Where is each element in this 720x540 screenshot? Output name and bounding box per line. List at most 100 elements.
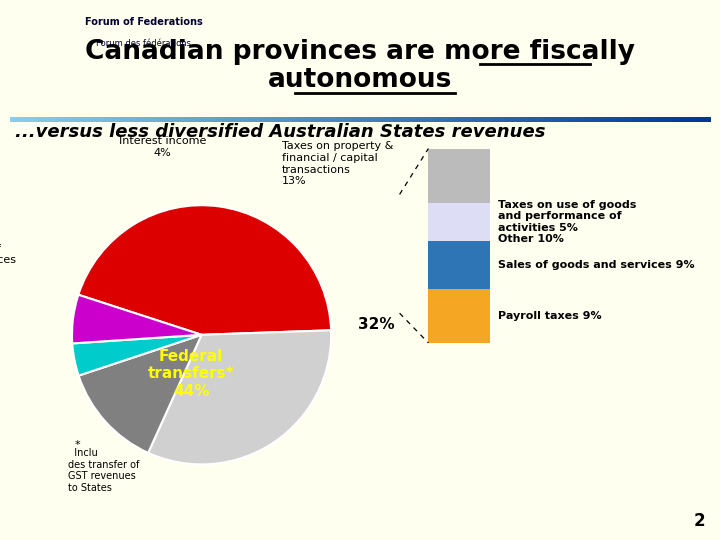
Bar bbox=[325, 117, 330, 122]
Bar bbox=[640, 117, 644, 122]
Bar bbox=[290, 117, 294, 122]
Bar bbox=[402, 117, 407, 122]
Bar bbox=[31, 117, 35, 122]
Text: 2: 2 bbox=[693, 512, 705, 530]
Bar bbox=[535, 117, 539, 122]
Bar bbox=[668, 117, 672, 122]
Bar bbox=[409, 117, 413, 122]
Bar bbox=[122, 117, 127, 122]
Bar bbox=[171, 117, 176, 122]
Bar bbox=[251, 117, 256, 122]
Bar bbox=[388, 117, 392, 122]
Bar bbox=[115, 117, 120, 122]
Bar bbox=[441, 117, 445, 122]
Bar bbox=[497, 117, 501, 122]
Bar bbox=[451, 117, 456, 122]
Bar bbox=[360, 117, 364, 122]
Bar bbox=[689, 117, 693, 122]
Bar bbox=[584, 117, 588, 122]
Bar bbox=[518, 117, 522, 122]
Bar bbox=[199, 117, 204, 122]
Bar bbox=[94, 117, 99, 122]
Bar bbox=[626, 117, 631, 122]
Bar bbox=[76, 117, 81, 122]
Bar bbox=[245, 117, 249, 122]
Bar bbox=[66, 117, 71, 122]
Bar bbox=[269, 117, 274, 122]
Bar bbox=[17, 117, 22, 122]
Bar bbox=[234, 117, 238, 122]
Bar bbox=[556, 117, 560, 122]
Bar bbox=[287, 117, 291, 122]
Bar bbox=[706, 117, 711, 122]
Bar bbox=[185, 117, 189, 122]
Bar bbox=[619, 117, 624, 122]
Bar bbox=[490, 117, 494, 122]
Bar bbox=[297, 117, 302, 122]
Bar bbox=[108, 117, 112, 122]
Bar bbox=[672, 117, 676, 122]
Bar bbox=[563, 117, 567, 122]
Bar bbox=[510, 117, 515, 122]
Bar bbox=[428, 148, 490, 202]
Bar bbox=[384, 117, 389, 122]
Bar bbox=[178, 117, 182, 122]
Bar bbox=[542, 117, 546, 122]
Bar bbox=[377, 117, 382, 122]
Bar bbox=[486, 117, 490, 122]
Text: ...versus less diversified Australian States revenues: ...versus less diversified Australian St… bbox=[15, 123, 546, 141]
Bar bbox=[623, 117, 627, 122]
Bar bbox=[10, 117, 14, 122]
Bar bbox=[307, 117, 312, 122]
Bar bbox=[428, 289, 490, 343]
Bar bbox=[423, 117, 428, 122]
Bar bbox=[87, 117, 91, 122]
Bar bbox=[223, 117, 228, 122]
Bar bbox=[657, 117, 662, 122]
Bar bbox=[255, 117, 259, 122]
Bar bbox=[192, 117, 197, 122]
Bar bbox=[700, 117, 704, 122]
Bar bbox=[595, 117, 599, 122]
Bar bbox=[181, 117, 186, 122]
Bar bbox=[168, 117, 172, 122]
Bar bbox=[174, 117, 179, 122]
Bar bbox=[539, 117, 543, 122]
Bar bbox=[601, 117, 606, 122]
Wedge shape bbox=[72, 295, 202, 343]
Bar bbox=[238, 117, 242, 122]
Bar bbox=[45, 117, 50, 122]
Text: Forum des fédérations: Forum des fédérations bbox=[96, 39, 192, 48]
Bar bbox=[462, 117, 466, 122]
Bar bbox=[364, 117, 368, 122]
Bar bbox=[217, 117, 221, 122]
Bar bbox=[27, 117, 32, 122]
Bar bbox=[318, 117, 323, 122]
Bar bbox=[374, 117, 379, 122]
Bar bbox=[101, 117, 106, 122]
Bar bbox=[475, 117, 480, 122]
Bar bbox=[416, 117, 420, 122]
Bar bbox=[220, 117, 225, 122]
Bar bbox=[629, 117, 634, 122]
Bar bbox=[42, 117, 46, 122]
Bar bbox=[196, 117, 200, 122]
Bar bbox=[140, 117, 144, 122]
Bar bbox=[332, 117, 336, 122]
Text: Sales of goods and services 9%: Sales of goods and services 9% bbox=[498, 260, 694, 270]
Bar bbox=[112, 117, 116, 122]
Bar bbox=[420, 117, 424, 122]
Bar bbox=[91, 117, 95, 122]
Bar bbox=[157, 117, 161, 122]
Bar bbox=[472, 117, 477, 122]
Bar bbox=[258, 117, 263, 122]
Bar bbox=[398, 117, 403, 122]
Bar bbox=[675, 117, 680, 122]
Text: Taxes on use of goods
and performance of
activities 5%
Other 10%: Taxes on use of goods and performance of… bbox=[498, 200, 636, 244]
Bar bbox=[143, 117, 148, 122]
Bar bbox=[35, 117, 39, 122]
Bar bbox=[696, 117, 701, 122]
Bar bbox=[356, 117, 361, 122]
Bar bbox=[454, 117, 459, 122]
Bar bbox=[605, 117, 610, 122]
